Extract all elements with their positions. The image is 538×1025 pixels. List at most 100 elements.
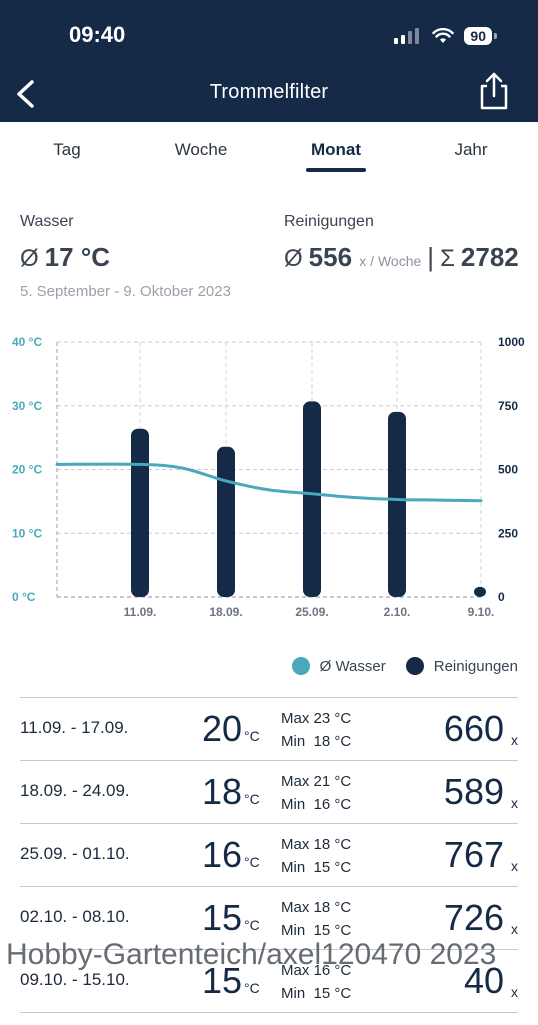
cleaning-count: 767 [443,834,504,875]
min-temperature: Min 15 °C [281,859,352,876]
table-row[interactable]: 11.09. - 17.09. 20 °C Max 23 °C Min 18 °C 660… [20,698,518,761]
battery-icon: 90 [464,27,497,45]
back-button[interactable] [12,74,42,114]
bar-reinigungen [131,428,149,597]
status-icons: 90 [394,26,497,46]
min-temperature: Min 15 °C [281,922,352,939]
x-tick: 18.09. [209,605,242,619]
average-symbol: Ø [284,245,303,272]
status-time: 09:40 [69,22,126,47]
avg-temperature: 15 °C [202,960,260,1002]
legend-item-wasser: Ø Wasser [291,657,386,675]
period-tabs: Tag Woche Monat Jahr [0,140,538,180]
tab-jahr[interactable]: Jahr [454,140,488,159]
avg-temperature-value: 16 [202,834,243,875]
week-range: 25.09. - 01.10. [20,844,130,863]
top-bar: 09:40 90 Trommelfilter [0,0,538,122]
cleaning-count-unit: x [511,921,518,937]
share-button[interactable] [476,70,512,112]
temperature-unit: °C [244,854,260,870]
legend-label-wasser: Ø Wasser [319,657,386,675]
combined-chart: 0 °C 10 °C 20 °C 30 °C 40 °C 0 250 500 750 1000 11… [12,335,525,619]
bar-reinigungen [474,586,486,597]
chevron-left-icon [17,80,34,108]
water-average: Ø 17 °C [20,242,110,273]
y-tick-right: 0 [498,590,505,604]
min-temperature: Min 16 °C [281,796,352,813]
legend-label-reinigungen: Reinigungen [433,657,518,675]
legend-dot-wasser [291,657,310,675]
bar-reinigungen [303,401,321,597]
table-row[interactable]: 18.09. - 24.09. 18 °C Max 21 °C Min 16 °C 589… [20,761,518,824]
bar-reinigungen [217,446,235,597]
avg-temperature: 16 °C [202,834,260,876]
avg-temperature-value: 15 [202,960,243,1001]
watermark: Hobby-Gartenteich/axel120470 2023 [6,938,497,971]
y-tick-left: 20 °C [12,463,42,477]
max-temperature: Max 18 °C [281,836,352,853]
avg-temperature: 15 °C [202,897,260,939]
chart-legend: Ø Wasser Reinigungen [272,657,518,675]
tab-woche[interactable]: Woche [174,140,228,159]
cleaning-count-unit: x [511,795,518,811]
week-range: 18.09. - 24.09. [20,781,130,800]
min-max: Max 18 °C Min 15 °C [281,833,351,879]
chart-grid [56,341,483,598]
min-temperature: Min 18 °C [281,733,352,750]
max-temperature: Max 23 °C [281,710,352,727]
cleaning-stats: Ø 556 x / Woche | Σ 2782 [284,242,519,273]
y-tick-left: 10 °C [12,526,42,540]
cleaning-count: 589 [443,771,504,812]
average-symbol: Ø [20,245,39,272]
y-tick-right: 250 [498,526,518,540]
y-tick-right: 500 [498,463,518,477]
min-temperature: Min 15 °C [281,985,352,1002]
temperature-unit: °C [244,728,260,744]
cleaning-count-unit: x [511,984,518,1000]
y-tick-right: 1000 [498,335,525,349]
cleaning-count: 726 [443,897,504,938]
date-range: 5. September - 9. Oktober 2023 [20,283,231,300]
temperature-unit: °C [244,791,260,807]
temperature-unit: °C [244,980,260,996]
share-icon [480,72,508,110]
chart-bars [131,401,486,597]
week-range: 11.09. - 17.09. [20,718,129,737]
avg-temperature-value: 18 [202,771,243,812]
x-tick: 2.10. [384,605,411,619]
y-tick-left: 30 °C [12,399,42,413]
table-row[interactable]: 02.10. - 08.10. 15 °C Max 18 °C Min 15 °C 726… [20,887,518,950]
avg-temperature: 18 °C [202,771,260,813]
table-row[interactable]: 09.10. - 15.10. 15 °C Max 16 °C Min 15 °C 40 x [20,950,518,1013]
separator: | [427,242,435,272]
legend-dot-reinigungen [405,657,424,675]
max-temperature: Max 18 °C [281,899,352,916]
avg-temperature-value: 15 [202,897,243,938]
water-average-value: 17 °C [44,242,110,272]
tab-tag[interactable]: Tag [53,140,81,159]
active-tab-indicator [306,168,366,172]
chart-ticks: 0 °C 10 °C 20 °C 30 °C 40 °C 0 250 500 750 1000 11… [12,335,525,619]
min-max: Max 16 °C Min 15 °C [281,959,351,1005]
max-temperature: Max 21 °C [281,773,352,790]
x-tick: 25.09. [295,605,328,619]
week-range: 02.10. - 08.10. [20,907,130,926]
week-range: 09.10. - 15.10. [20,970,130,989]
min-max: Max 18 °C Min 15 °C [281,896,351,942]
y-tick-left: 40 °C [12,335,42,349]
temperature-unit: °C [244,917,260,933]
weekly-table: 11.09. - 17.09. 20 °C Max 23 °C Min 18 °C 660… [20,697,518,1013]
cleaning-count: 660 [443,708,504,749]
x-tick: 11.09. [124,605,157,619]
min-max: Max 23 °C Min 18 °C [281,707,351,753]
tab-monat[interactable]: Monat [310,140,362,159]
cleaning-average-unit: x / Woche [359,253,422,269]
table-row[interactable]: 25.09. - 01.10. 16 °C Max 18 °C Min 15 °C 767… [20,824,518,887]
water-label: Wasser [20,213,74,230]
cleaning-count-unit: x [511,858,518,874]
cleaning-label: Reinigungen [284,213,374,230]
sum-symbol: Σ [440,245,455,272]
cleaning-sum-value: 2782 [460,242,519,272]
min-max: Max 21 °C Min 16 °C [281,770,351,816]
avg-temperature: 20 °C [202,708,260,750]
